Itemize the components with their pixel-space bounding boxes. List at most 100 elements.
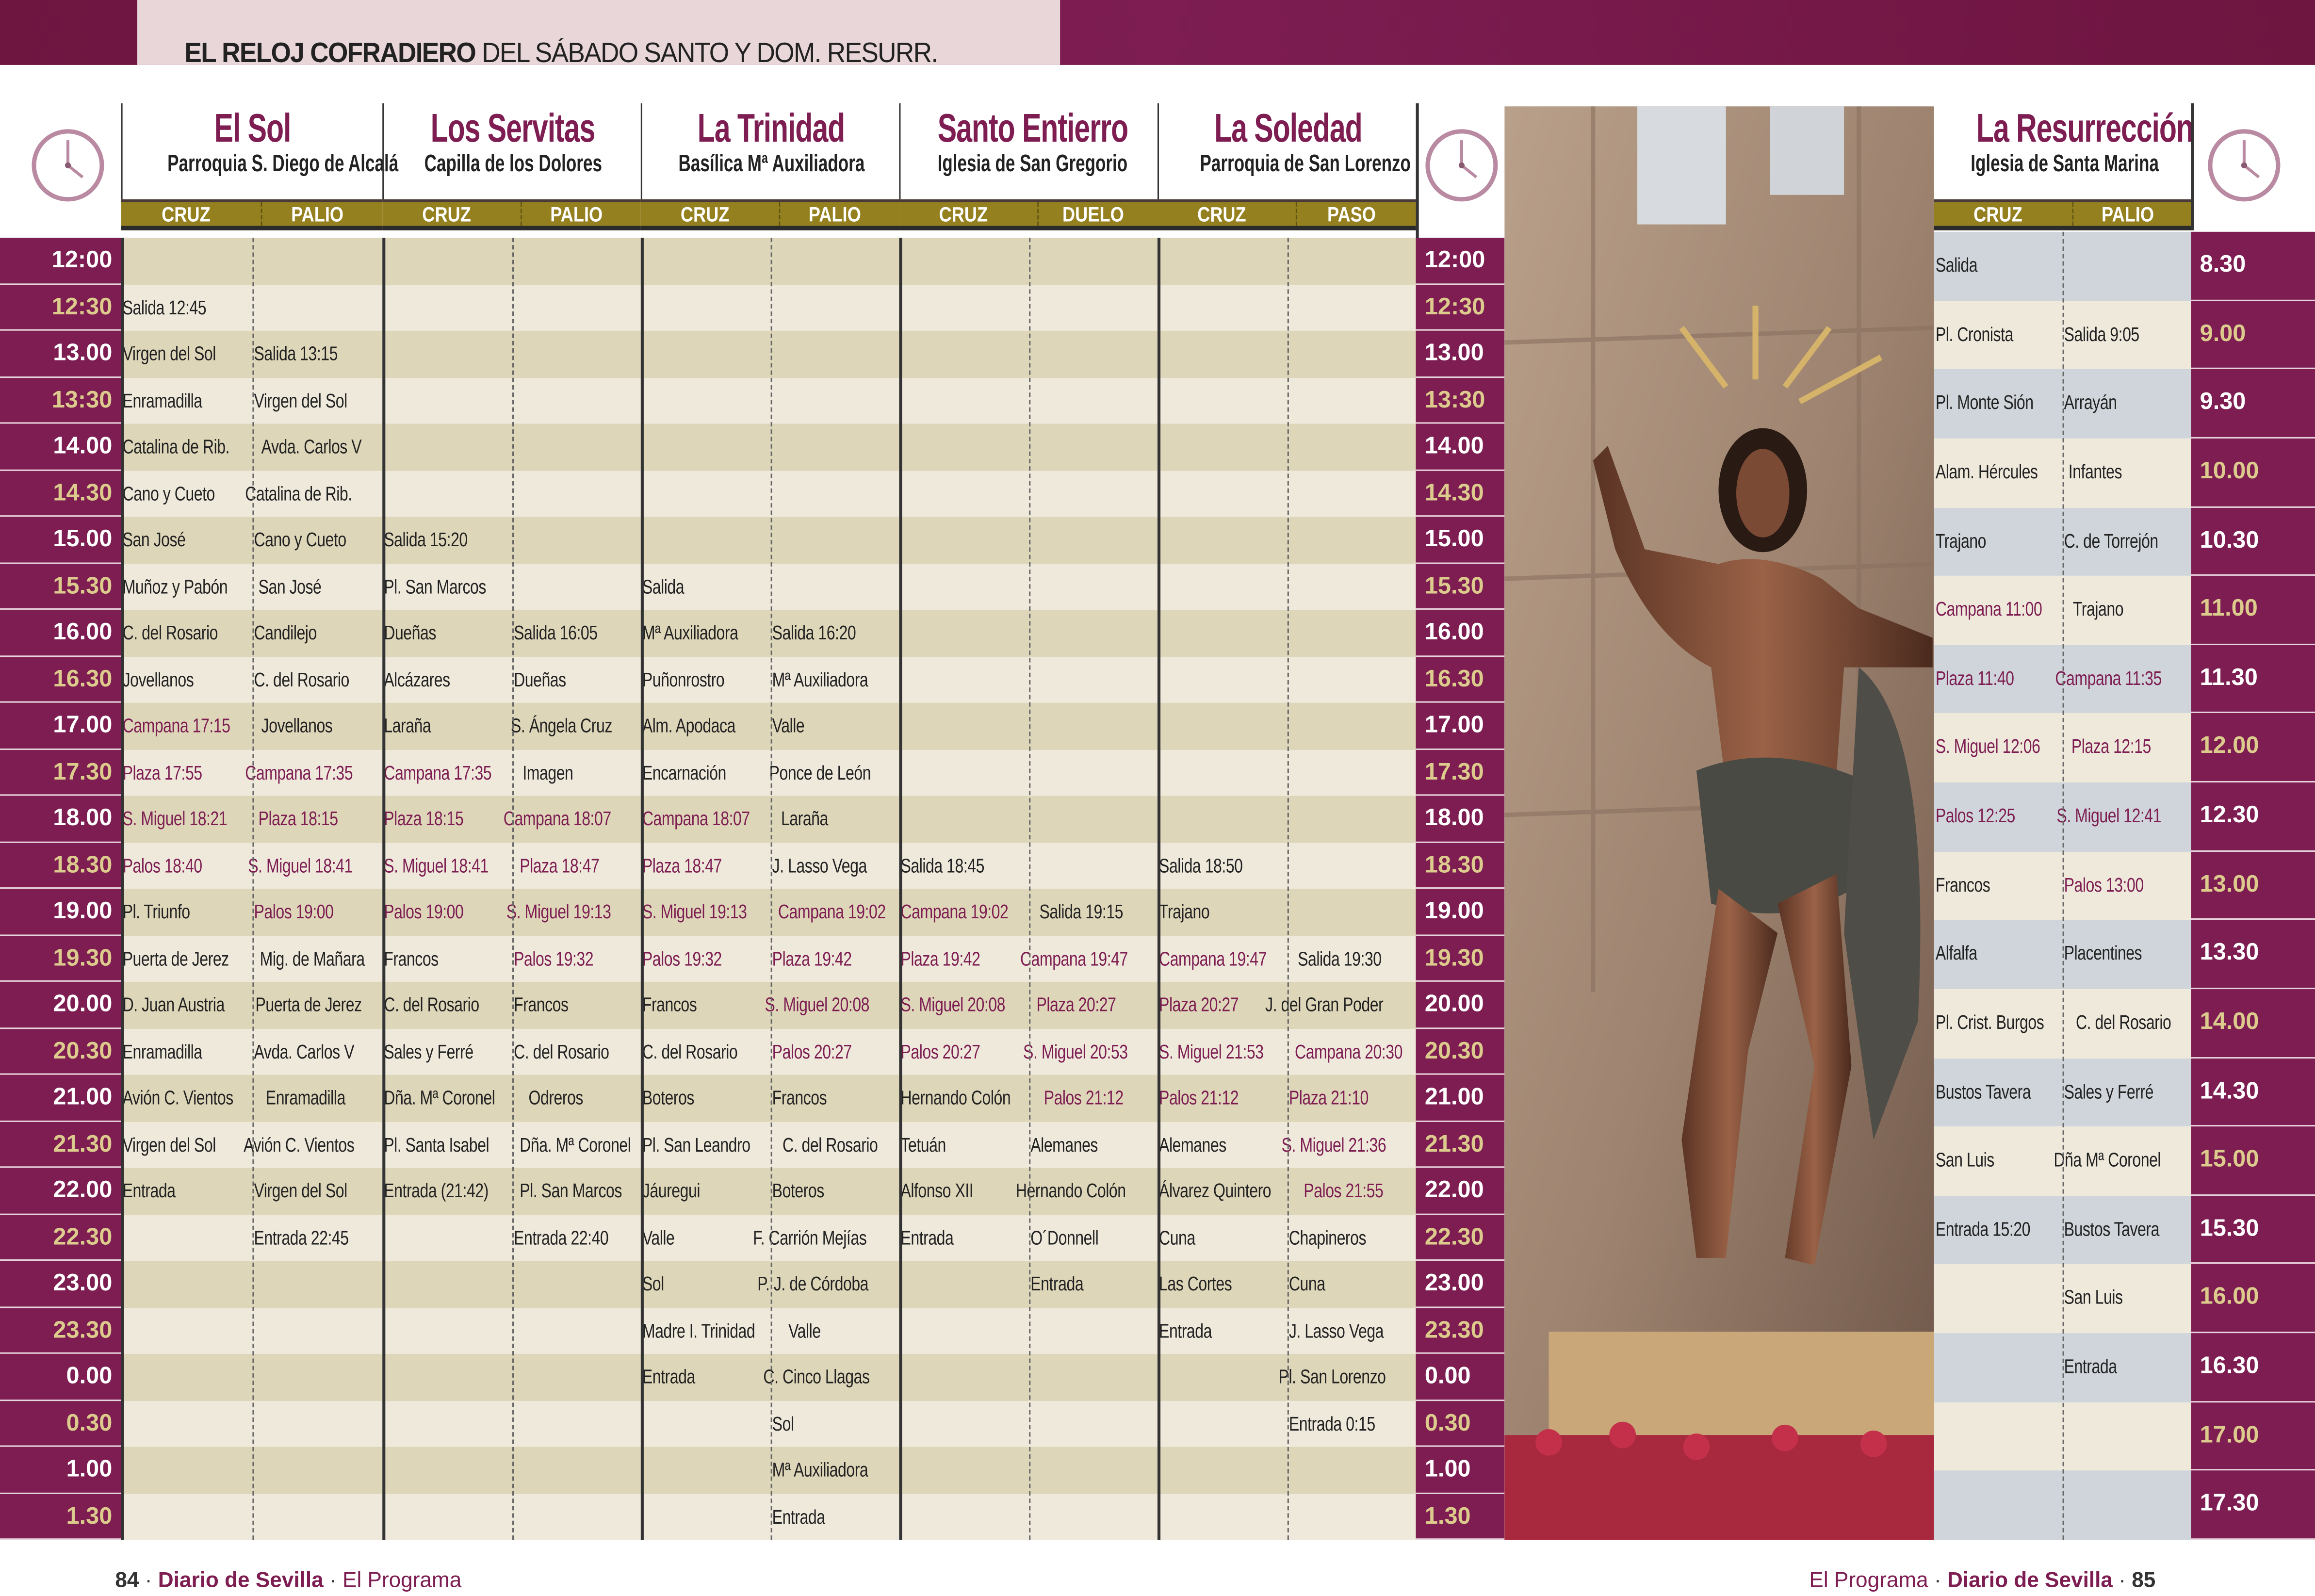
schedule-cell (252, 1493, 382, 1540)
time-label: 22.30 (1416, 1214, 1505, 1261)
schedule-cell (512, 331, 641, 377)
location-text: Cuna (1159, 1226, 1195, 1249)
separator: · (329, 1569, 337, 1593)
schedule-cell: Alcázares (382, 656, 511, 703)
schedule-cell (1158, 284, 1287, 331)
schedule-cell (641, 1447, 770, 1494)
location-text: Avión C. Vientos (122, 1086, 234, 1109)
section-name: El Programa (1809, 1569, 1928, 1593)
schedule-cell: Palos 21:12 (1158, 1075, 1287, 1122)
schedule-cell: Alemanes (1158, 1121, 1280, 1168)
location-text: O´Donnell (1029, 1226, 1098, 1249)
subcolumn-divider (1287, 237, 1288, 1540)
schedule-cell: Imagen (522, 749, 641, 796)
schedule-cell: C. del Rosario (382, 982, 511, 1028)
location-text: Trajano (1935, 529, 1987, 552)
schedule-cell: J. Lasso Vega (1287, 1307, 1416, 1354)
location-text: Plaza 21:10 (1288, 1086, 1368, 1109)
schedule-cell (1158, 377, 1287, 424)
time-label: 18.00 (0, 796, 121, 843)
schedule-cell (899, 423, 1028, 470)
schedule-cell (770, 377, 899, 424)
location-text: Virgen del Sol (122, 1133, 216, 1156)
location-text: Avión C. Vientos (244, 1133, 355, 1156)
schedule-cell: Salida 18:50 (1158, 842, 1287, 889)
column-label: CRUZ (162, 202, 211, 226)
schedule-cell: Palos 20:27 (899, 1028, 1022, 1075)
schedule-cell: S. Miguel 12:06 (1934, 714, 2070, 782)
schedule-cell: Trajano (2072, 576, 2191, 645)
location-text: Campana 19:02 (778, 900, 886, 923)
church-name: Parroquia de San Lorenzo (1200, 152, 1411, 178)
location-text: Jáuregui (642, 1179, 701, 1202)
schedule-cell (1028, 1307, 1158, 1354)
schedule-cell: San José (257, 563, 382, 610)
location-text: Valle (788, 1319, 821, 1341)
schedule-cell: C. del Rosario (512, 1028, 641, 1075)
schedule-cell (1028, 470, 1158, 517)
schedule-cell (1028, 842, 1158, 889)
schedule-cell: Pl. Santa Isabel (382, 1121, 519, 1168)
page-number: 84 (115, 1569, 139, 1593)
schedule-cell: Pl. Monte Sión (1934, 370, 2063, 439)
separator: · (1934, 1569, 1941, 1593)
location-text: Enramadilla (122, 389, 202, 411)
schedule-cell (899, 796, 1028, 842)
schedule-cell (1158, 1447, 1287, 1494)
schedule-cell: Plaza 18:15 (257, 796, 382, 842)
column-label: PASO (1295, 202, 1406, 226)
church-name: Parroquia S. Diego de Alcalá (167, 152, 399, 178)
schedule-cell: Campana 18:07 (501, 796, 641, 842)
footer-left: 84 · Diario de Sevilla · El Programa (115, 1569, 461, 1593)
location-text: Plaza 18:47 (642, 854, 722, 877)
column-subheader: CRUZ PALIO (1934, 199, 2191, 230)
schedule-cell (1158, 238, 1287, 284)
clock-icon (30, 127, 106, 204)
schedule-cell (1287, 517, 1416, 563)
schedule-cell: Plaza 12:15 (2070, 714, 2191, 782)
schedule-cell: Ponce de León (767, 749, 899, 796)
location-text: Alemanes (1159, 1133, 1226, 1156)
time-label: 14.30 (1416, 470, 1505, 517)
schedule-cell: C. del Rosario (2074, 989, 2198, 1058)
schedule-cell: S. Miguel 19:13 (641, 889, 776, 935)
schedule-cell: S. Miguel 21:36 (1280, 1121, 1416, 1168)
location-text: Plaza 12:15 (2071, 735, 2151, 758)
location-text: Salida 16:05 (513, 621, 597, 644)
schedule-cell (899, 377, 1028, 424)
schedule-cell: Dueñas (382, 610, 511, 656)
schedule-cell (382, 331, 511, 377)
subcolumn-divider (770, 237, 772, 1540)
location-text: Pl. San Leandro (642, 1133, 750, 1156)
subcolumn-divider (2062, 231, 2064, 1540)
schedule-cell: Campana 20:30 (1293, 1028, 1433, 1075)
subcolumn-divider (511, 237, 513, 1540)
location-text: Campana 18:07 (642, 807, 750, 830)
column-divider (640, 237, 643, 1540)
column-subheader: CRUZ PALIO (640, 199, 899, 230)
location-text: Palos 18:40 (122, 854, 203, 877)
schedule-cell (770, 563, 899, 610)
location-text: Entrada (642, 1366, 695, 1388)
time-label: 13.00 (2191, 851, 2315, 920)
schedule-cell (252, 1261, 382, 1307)
schedule-cell (382, 1214, 511, 1261)
schedule-cell: Francos (770, 1075, 899, 1122)
schedule-cell: S. Miguel 19:13 (505, 889, 640, 935)
schedule-cell (1028, 1493, 1158, 1540)
schedule-cell: Hernando Colón (899, 1075, 1042, 1122)
location-text: S. Miguel 18:41 (384, 854, 489, 877)
church-name: Basílica Mª Auxiliadora (678, 152, 865, 178)
location-text: Campana 17:15 (122, 714, 230, 737)
schedule-cell (1028, 517, 1158, 563)
brotherhood-name: Santo Entierro (937, 106, 1128, 151)
schedule-cell: Mª Auxiliadora (641, 610, 770, 656)
schedule-cell: Catalina de Rib. (121, 423, 260, 470)
time-label: 19.30 (1416, 935, 1505, 982)
schedule-cell (382, 1493, 511, 1540)
schedule-cell (121, 1214, 252, 1261)
schedule-cell: Sol (770, 1401, 899, 1447)
separator: · (145, 1569, 152, 1593)
location-text: Laraña (782, 807, 829, 830)
